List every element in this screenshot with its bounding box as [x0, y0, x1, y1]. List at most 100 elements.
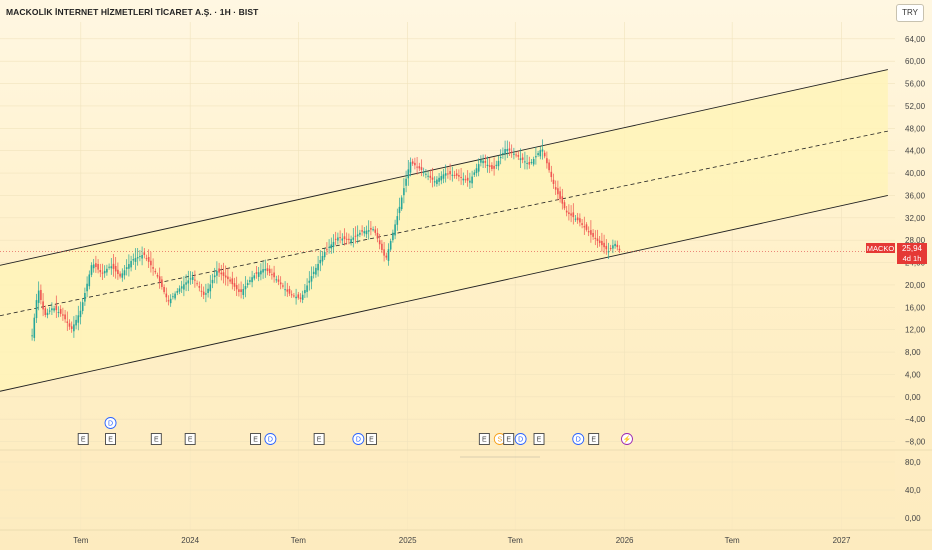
- candle: [508, 148, 511, 151]
- candle: [526, 162, 528, 164]
- flash-marker[interactable]: ⚡: [621, 433, 633, 445]
- earnings-marker[interactable]: E: [77, 433, 89, 445]
- candle: [458, 175, 460, 177]
- indicator-pane: 80,0 40,0 0,00: [0, 449, 932, 531]
- candle: [554, 187, 557, 190]
- candle: [216, 271, 218, 276]
- candle: [537, 153, 539, 156]
- candle: [493, 165, 495, 169]
- candle: [359, 232, 361, 235]
- candle: [275, 279, 278, 281]
- candle: [497, 160, 500, 167]
- candle: [310, 276, 313, 282]
- dividend-marker[interactable]: D: [514, 433, 527, 445]
- candle: [299, 297, 302, 299]
- candle: [253, 275, 256, 279]
- marker-box: [313, 433, 325, 445]
- earnings-marker[interactable]: E: [588, 433, 600, 445]
- candle: [84, 292, 86, 302]
- x-axis[interactable]: Tem 2024 Tem 2025 Tem 2026 Tem 2027: [73, 536, 851, 545]
- currency-button[interactable]: TRY: [896, 4, 924, 22]
- earnings-marker[interactable]: E: [250, 433, 261, 445]
- earnings-marker[interactable]: E: [533, 433, 545, 445]
- candle: [557, 188, 559, 195]
- y-tick-label: 0,00: [905, 393, 921, 402]
- dividend-marker[interactable]: D: [572, 433, 585, 445]
- candle: [81, 302, 84, 312]
- dividend-marker[interactable]: D: [104, 417, 117, 429]
- marker-letter: E: [253, 437, 258, 444]
- candle: [262, 269, 264, 273]
- candle: [433, 181, 436, 183]
- candle: [576, 217, 579, 221]
- candle: [319, 259, 322, 264]
- earnings-marker[interactable]: E: [478, 433, 490, 445]
- candle: [541, 149, 544, 152]
- x-tick-label: 2027: [833, 536, 851, 545]
- candle: [207, 288, 209, 294]
- candle: [51, 308, 53, 311]
- y-tick-label: 32,00: [905, 214, 926, 223]
- candle: [295, 296, 297, 299]
- candle: [477, 164, 480, 172]
- candle: [282, 285, 284, 287]
- candle: [130, 260, 132, 268]
- candle: [612, 245, 614, 249]
- dividend-marker[interactable]: D: [352, 433, 365, 445]
- channel-upper-line[interactable]: [0, 69, 888, 266]
- channel-lower-line[interactable]: [0, 194, 888, 392]
- candle: [53, 308, 55, 311]
- candle: [88, 274, 91, 287]
- earnings-marker[interactable]: E: [503, 433, 515, 445]
- candle: [266, 268, 269, 272]
- candle: [601, 240, 603, 246]
- candle: [517, 155, 520, 157]
- candle: [502, 152, 504, 155]
- candle: [429, 175, 432, 178]
- candle: [330, 244, 333, 249]
- candle: [524, 161, 526, 163]
- y-axis[interactable]: 64,00 60,00 56,00 52,00 48,00 44,00 40,00 36,00…: [905, 35, 926, 447]
- earnings-marker[interactable]: E: [105, 433, 116, 445]
- earnings-marker[interactable]: E: [313, 433, 325, 445]
- candle: [108, 266, 110, 268]
- y-tick-label: 12,00: [905, 326, 926, 335]
- candle: [110, 266, 113, 269]
- candle: [136, 257, 139, 259]
- candle: [352, 237, 355, 240]
- candle: [40, 289, 42, 300]
- earnings-marker[interactable]: E: [365, 433, 377, 445]
- marker-letter: ⚡: [623, 435, 632, 444]
- marker-circle: [352, 433, 365, 445]
- marker-box: [105, 433, 116, 445]
- candle: [436, 179, 438, 185]
- candle: [59, 308, 62, 314]
- candle: [462, 178, 465, 181]
- candle: [123, 270, 126, 276]
- y-tick-label: 44,00: [905, 147, 926, 156]
- candle: [583, 226, 586, 228]
- candle: [587, 231, 590, 233]
- earnings-marker[interactable]: E: [150, 433, 162, 445]
- dividend-marker[interactable]: D: [264, 433, 277, 445]
- candle: [464, 179, 467, 181]
- marker-circle: [104, 417, 117, 429]
- candle: [427, 175, 429, 177]
- candle: [398, 206, 401, 214]
- candle: [565, 210, 568, 213]
- candle: [233, 283, 236, 287]
- candle: [196, 283, 198, 285]
- marker-letter: E: [81, 437, 86, 444]
- marker-box: [588, 433, 600, 445]
- candle: [167, 300, 170, 302]
- candle: [106, 268, 108, 273]
- candle: [447, 173, 449, 175]
- earnings-marker[interactable]: E: [184, 433, 196, 445]
- candle: [42, 301, 44, 310]
- marker-letter: E: [537, 437, 542, 444]
- candle: [227, 276, 229, 280]
- candle: [95, 263, 97, 268]
- marker-letter: E: [591, 437, 596, 444]
- candle: [403, 188, 405, 196]
